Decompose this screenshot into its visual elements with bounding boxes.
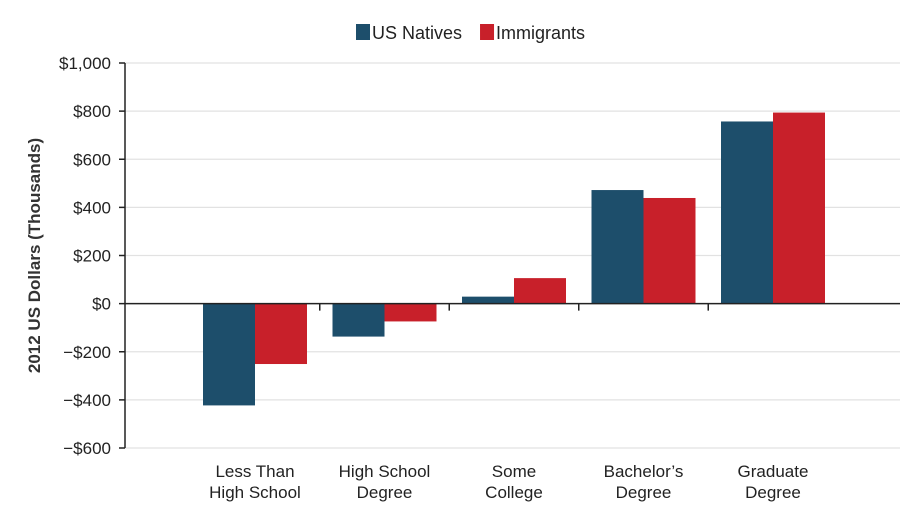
x-tick-label: Degree xyxy=(357,483,413,502)
x-tick-label: Graduate xyxy=(738,462,809,481)
legend-label: Immigrants xyxy=(496,23,585,43)
y-tick-label: $400 xyxy=(73,198,111,217)
bar-us-natives xyxy=(591,190,644,304)
bar-us-natives xyxy=(332,303,385,337)
legend-swatch xyxy=(356,24,370,40)
x-tick-label: Bachelor’s xyxy=(604,462,684,481)
bar-us-natives xyxy=(203,303,255,406)
x-tick-label: Less Than xyxy=(215,462,294,481)
bar-us-natives xyxy=(462,296,514,304)
bar-immigrants xyxy=(384,303,437,322)
y-tick-label: $200 xyxy=(73,247,111,266)
y-tick-label: −$600 xyxy=(63,439,111,458)
bar-immigrants xyxy=(643,197,696,304)
bar-us-natives xyxy=(721,121,773,304)
y-tick-label: $600 xyxy=(73,150,111,169)
y-tick-label: $1,000 xyxy=(59,54,111,73)
bar-immigrants xyxy=(514,278,566,304)
bar-immigrants xyxy=(255,303,307,365)
x-tick-label: Degree xyxy=(745,483,801,502)
y-axis-label: 2012 US Dollars (Thousands) xyxy=(25,138,44,373)
y-tick-label: $800 xyxy=(73,102,111,121)
y-tick-label: −$400 xyxy=(63,391,111,410)
y-tick-label: −$200 xyxy=(63,343,111,362)
legend-label: US Natives xyxy=(372,23,462,43)
x-tick-label: College xyxy=(485,483,543,502)
bar-immigrants xyxy=(773,112,825,304)
x-tick-label: High School xyxy=(209,483,301,502)
y-tick-label: $0 xyxy=(92,295,111,314)
legend-swatch xyxy=(480,24,495,40)
x-tick-label: Some xyxy=(492,462,536,481)
x-tick-label: High School xyxy=(339,462,431,481)
x-tick-label: Degree xyxy=(616,483,672,502)
